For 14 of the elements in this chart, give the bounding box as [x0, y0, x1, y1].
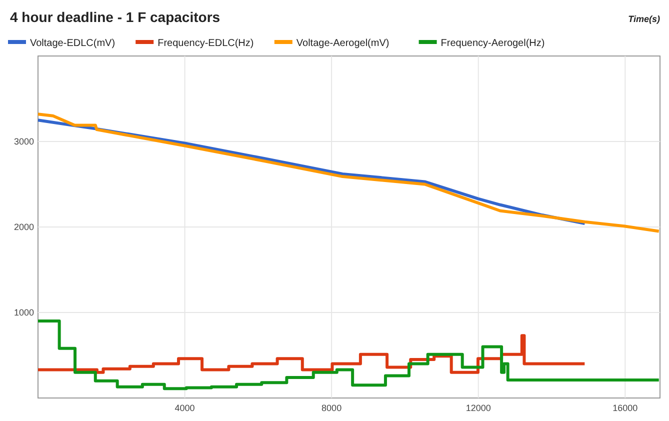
- chart-title: 4 hour deadline - 1 F capacitors: [10, 9, 220, 25]
- line-series: [36, 112, 660, 233]
- x-tick-label: 16000: [612, 403, 638, 413]
- x-axis-title: Time(s): [628, 14, 660, 24]
- legend-label: Frequency-EDLC(Hz): [158, 38, 254, 49]
- y-tick-label: 1000: [14, 308, 34, 318]
- x-tick-label: 12000: [466, 403, 491, 413]
- x-tick-label: 8000: [322, 403, 342, 413]
- legend-label: Frequency-Aerogel(Hz): [440, 38, 545, 49]
- y-tick-label: 3000: [14, 136, 34, 146]
- legend-label: Voltage-EDLC(mV): [30, 38, 116, 49]
- y-tick-label: 2000: [14, 222, 34, 232]
- legend-label: Voltage-Aerogel(mV): [296, 38, 390, 49]
- x-tick-label: 4000: [174, 403, 195, 413]
